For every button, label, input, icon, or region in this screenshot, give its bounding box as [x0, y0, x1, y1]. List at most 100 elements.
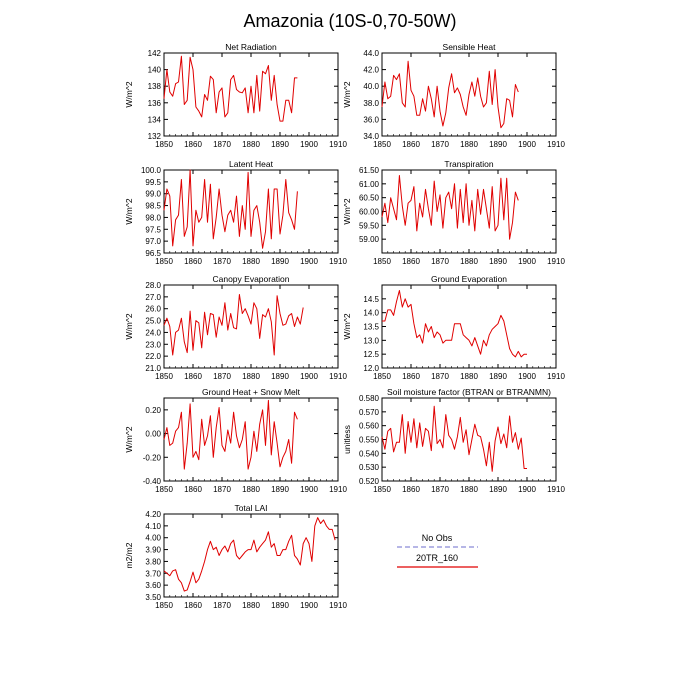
- y-tick-label: 96.5: [145, 249, 161, 258]
- y-tick-label: 61.00: [359, 180, 380, 189]
- y-tick-label: 3.90: [145, 546, 161, 555]
- y-tick-label: 132: [148, 132, 162, 141]
- series-line: [381, 405, 527, 472]
- x-tick-label: 1870: [213, 601, 231, 610]
- x-tick-label: 1870: [213, 485, 231, 494]
- y-tick-label: 27.0: [145, 293, 161, 302]
- y-tick-label: 40.0: [363, 82, 379, 91]
- chart-panel-9: Total LAI 1850 1860 1870 1880 1890 1900 1910 3.5…: [124, 503, 347, 610]
- x-tick-label: 1850: [373, 372, 391, 381]
- x-tick-label: 1880: [242, 140, 260, 149]
- y-axis-label: unitless: [342, 425, 352, 454]
- chart-title: Sensible Heat: [443, 42, 497, 52]
- x-tick-label: 1890: [489, 485, 507, 494]
- y-tick-label: 0.530: [359, 463, 380, 472]
- x-tick-label: 1870: [213, 140, 231, 149]
- x-tick-label: 1900: [300, 601, 318, 610]
- y-tick-label: 12.5: [363, 350, 379, 359]
- y-tick-label: 0.520: [359, 477, 380, 486]
- legend: No Obs 20TR_160: [397, 533, 478, 568]
- x-tick-label: 1900: [300, 257, 318, 266]
- chart-panel-8: Soil moisture factor (BTRAN or BTRANMN) 1…: [342, 387, 565, 494]
- y-tick-label: 99.5: [145, 178, 161, 187]
- series-line: [381, 175, 519, 240]
- x-tick-label: 1860: [402, 372, 420, 381]
- x-tick-label: 1900: [518, 257, 536, 266]
- x-tick-label: 1860: [402, 485, 420, 494]
- x-tick-label: 1900: [518, 485, 536, 494]
- x-tick-label: 1880: [460, 485, 478, 494]
- y-tick-label: -0.40: [143, 477, 162, 486]
- y-tick-label: 59.00: [359, 235, 380, 244]
- x-tick-label: 1880: [242, 601, 260, 610]
- y-tick-label: 34.0: [363, 132, 379, 141]
- y-tick-label: 42.0: [363, 66, 379, 75]
- x-tick-label: 1900: [300, 372, 318, 381]
- x-tick-label: 1900: [518, 372, 536, 381]
- x-tick-label: 1910: [329, 601, 347, 610]
- x-tick-label: 1870: [431, 140, 449, 149]
- y-tick-label: 0.20: [145, 406, 161, 415]
- x-tick-label: 1850: [155, 485, 173, 494]
- chart-panel-6: Ground Evaporation 1850 1860 1870 1880 1890 19…: [342, 274, 565, 381]
- y-tick-label: 38.0: [363, 99, 379, 108]
- y-tick-label: 3.70: [145, 569, 161, 578]
- chart-panel-2: Sensible Heat 1850 1860 1870 1880 1890 1900 191…: [342, 42, 565, 149]
- series-line: [163, 399, 298, 470]
- y-tick-label: 60.00: [359, 208, 380, 217]
- y-tick-label: 3.60: [145, 581, 161, 590]
- y-tick-label: 13.5: [363, 323, 379, 332]
- y-axis-label: m2/m2: [124, 542, 134, 568]
- x-tick-label: 1890: [489, 372, 507, 381]
- x-tick-label: 1890: [271, 601, 289, 610]
- y-tick-label: 24.0: [145, 328, 161, 337]
- x-tick-label: 1870: [431, 485, 449, 494]
- y-tick-label: 98.0: [145, 213, 161, 222]
- x-tick-label: 1860: [184, 140, 202, 149]
- x-tick-label: 1860: [402, 257, 420, 266]
- x-tick-label: 1910: [547, 140, 565, 149]
- y-tick-label: 36.0: [363, 115, 379, 124]
- chart-panels: Net Radiation 1850 1860 1870 1880 1890 1900 191…: [124, 42, 565, 610]
- y-axis-label: W/m^2: [124, 426, 134, 452]
- y-tick-label: -0.20: [143, 453, 162, 462]
- y-tick-label: 0.00: [145, 430, 161, 439]
- x-tick-label: 1870: [213, 257, 231, 266]
- y-tick-label: 61.50: [359, 166, 380, 175]
- x-tick-label: 1910: [329, 485, 347, 494]
- series-line: [382, 290, 527, 358]
- y-tick-label: 44.0: [363, 49, 379, 58]
- y-tick-label: 0.540: [359, 449, 380, 458]
- series-line: [381, 60, 519, 129]
- y-tick-label: 14.0: [363, 309, 379, 318]
- chart-title: Ground Evaporation: [431, 274, 507, 284]
- x-tick-label: 1850: [155, 140, 173, 149]
- y-tick-label: 97.5: [145, 225, 161, 234]
- legend-obs-label: No Obs: [422, 533, 453, 543]
- x-tick-label: 1910: [547, 485, 565, 494]
- y-tick-label: 13.0: [363, 336, 379, 345]
- y-tick-label: 23.0: [145, 340, 161, 349]
- x-tick-label: 1890: [271, 372, 289, 381]
- y-tick-label: 4.00: [145, 534, 161, 543]
- chart-title: Canopy Evaporation: [212, 274, 289, 284]
- x-tick-label: 1910: [547, 257, 565, 266]
- x-tick-label: 1850: [373, 485, 391, 494]
- chart-title: Latent Heat: [229, 159, 274, 169]
- x-tick-label: 1860: [402, 140, 420, 149]
- x-tick-label: 1880: [460, 372, 478, 381]
- chart-panel-5: Canopy Evaporation 1850 1860 1870 1880 1890 19…: [124, 274, 347, 381]
- x-tick-label: 1880: [242, 372, 260, 381]
- x-tick-label: 1870: [431, 257, 449, 266]
- x-tick-label: 1850: [155, 372, 173, 381]
- y-tick-label: 134: [148, 115, 162, 124]
- x-tick-label: 1900: [300, 485, 318, 494]
- y-tick-label: 26.0: [145, 305, 161, 314]
- y-tick-label: 142: [148, 49, 162, 58]
- chart-panel-3: Latent Heat 1850 1860 1870 1880 1890 1900 1910 9…: [124, 159, 347, 266]
- series-line: [163, 517, 336, 592]
- y-tick-label: 28.0: [145, 281, 161, 290]
- y-tick-label: 0.560: [359, 422, 380, 431]
